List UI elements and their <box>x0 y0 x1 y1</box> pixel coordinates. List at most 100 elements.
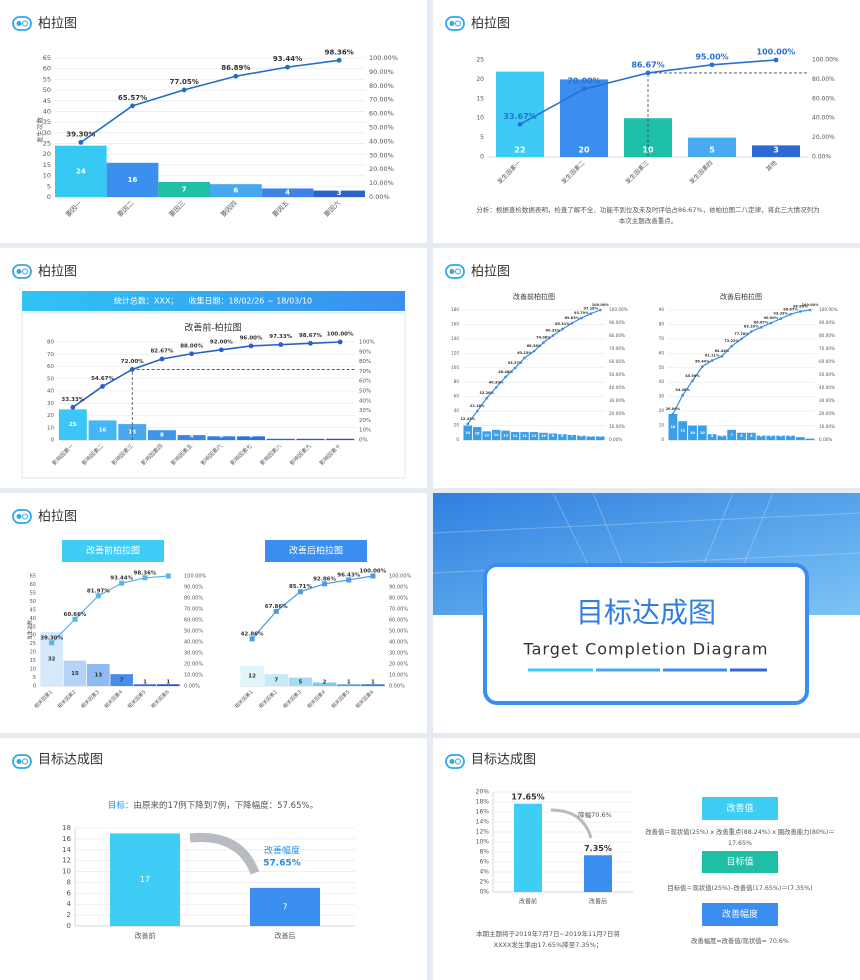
bar <box>207 436 236 440</box>
y-tick-label: 15 <box>476 95 484 102</box>
y-tick-label: 20 <box>43 150 51 158</box>
y-tick-label: 10 <box>62 868 71 876</box>
bar <box>106 162 159 197</box>
cumulative-label: 93.44% <box>110 576 133 582</box>
bar <box>250 887 320 926</box>
bar-label: 17.65% <box>511 792 544 801</box>
marker <box>285 64 290 70</box>
x-tick-label: 相关因素1 <box>233 689 254 710</box>
cumulative-label: 92.00% <box>210 339 233 345</box>
y2-tick-label: 60% <box>359 379 371 385</box>
x-tick-label: 影响因素六 <box>199 441 224 466</box>
y-tick-label: 10 <box>47 425 54 431</box>
y-tick-label: 4% <box>479 869 489 876</box>
y2-tick-label: 30.00% <box>609 398 625 403</box>
y2-tick-label: 20.00% <box>369 165 394 173</box>
y2-tick-label: 10.00% <box>819 424 835 429</box>
bar-label: 8 <box>561 434 564 438</box>
y-tick-label: 2 <box>67 911 71 919</box>
x-tick-label: 发生因素三 <box>624 159 651 186</box>
slide: 柏拉图 改善前柏拉图051015202530354045505560650.00… <box>0 493 427 733</box>
y-tick-label: 100 <box>451 365 459 370</box>
y2-tick-label: 70.00% <box>819 346 835 351</box>
y-tick-label: 10 <box>659 423 665 428</box>
title-button <box>265 540 367 562</box>
y-tick-label: 12% <box>476 829 490 836</box>
formula: 改善值＝现状值(25%) x 改善重点(88.24%) x 圈改善能力(80%)… <box>645 827 834 836</box>
bar-label: 2 <box>323 680 327 686</box>
marker <box>297 589 303 595</box>
y-tick-label: 40 <box>659 379 665 384</box>
y2-tick-label: 10.00% <box>389 673 408 679</box>
bar-label: 12 <box>248 673 256 679</box>
bar <box>110 833 180 926</box>
y2-tick-label: 50.00% <box>389 629 408 635</box>
y-tick-label: 30 <box>659 394 665 399</box>
annotation: 改善幅度 <box>264 845 300 857</box>
chart-title: 改善后柏拉图 <box>720 292 762 301</box>
y-tick-label: 25 <box>476 57 484 64</box>
slide: 柏拉图 改善前柏拉图0204060801001201401601800.00%1… <box>433 248 860 488</box>
logo <box>445 754 465 769</box>
cumulative-label: 98.67% <box>299 333 322 339</box>
cumulative-label: 33.67% <box>503 112 536 121</box>
marker <box>645 70 651 76</box>
y2-tick-label: 100.00% <box>389 574 411 580</box>
slide-title: 目标达成图 <box>38 753 103 768</box>
bar <box>472 427 482 440</box>
annotation: 降幅70.6% <box>578 810 612 819</box>
bar <box>312 682 337 686</box>
marker <box>370 573 376 579</box>
marker <box>336 57 342 63</box>
y2-tick-label: 90.00% <box>389 585 408 591</box>
y2-tick-label: 90% <box>359 349 371 355</box>
cumulative-label: 88.00% <box>180 343 203 349</box>
bar <box>717 435 727 440</box>
box <box>702 797 778 820</box>
y-tick-label: 0 <box>661 437 664 442</box>
cumulative-label: 97.33% <box>269 334 292 340</box>
y2-tick-label: 80.00% <box>819 333 835 338</box>
y-tick-label: 15 <box>43 161 51 169</box>
logo <box>445 264 465 279</box>
cumulative-label: 77.78% <box>734 332 749 336</box>
bar <box>58 409 87 440</box>
bar <box>805 438 815 440</box>
bar <box>766 435 776 440</box>
bar-label: 10 <box>700 431 705 435</box>
y2-tick-label: 50.00% <box>609 372 625 377</box>
cumulative-label: 93.44% <box>273 55 302 63</box>
cumulative-label: 70.00% <box>567 77 600 86</box>
y2-tick-label: 40% <box>359 398 371 404</box>
marker <box>233 73 239 79</box>
marker <box>551 334 555 337</box>
y-tick-label: 35 <box>43 118 51 126</box>
goal-body: 由原来的17例下降到7例，下降幅度：57.65%。 <box>133 800 318 811</box>
box-label: 改善值 <box>726 802 753 814</box>
cumulative-label: 96.67% <box>783 307 798 311</box>
y2-tick-label: 50.00% <box>184 629 203 635</box>
y2-tick-label: 40.00% <box>819 385 835 390</box>
bar-label: 7 <box>120 678 124 684</box>
bar-label: 20 <box>465 431 470 435</box>
bar-label: 1 <box>309 434 313 440</box>
bar <box>496 71 544 157</box>
y-tick-label: 65 <box>43 54 51 62</box>
cumulative-label: 56.44% <box>695 360 710 364</box>
y-tick-label: 5 <box>33 675 36 681</box>
y2-tick-label: 60.00% <box>609 359 625 364</box>
y2-tick-label: 30.00% <box>819 398 835 403</box>
cumulative-label: 100.00% <box>802 303 820 307</box>
y2-tick-label: 40.00% <box>812 115 835 122</box>
bar-label: 4 <box>711 434 714 438</box>
bar <box>266 438 295 440</box>
bar-label: 17 <box>140 875 150 884</box>
bar-label: 18 <box>670 425 675 429</box>
slide-title: 柏拉图 <box>38 265 77 280</box>
guide-line <box>131 369 355 440</box>
bar-label: 3 <box>760 434 763 438</box>
y-tick-label: 50 <box>47 376 54 382</box>
bar-label: 3 <box>219 434 223 440</box>
y2-tick-label: 0.00% <box>389 684 405 690</box>
slide: 目标达成图 Target Completion Diagram <box>433 493 860 733</box>
